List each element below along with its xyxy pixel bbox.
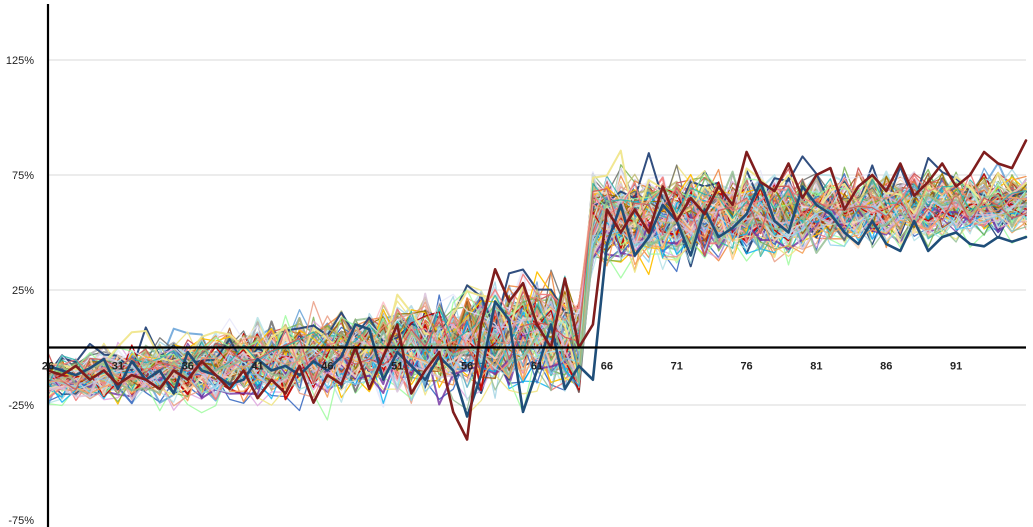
x-tick-label: 91 bbox=[950, 361, 962, 373]
background-series-line bbox=[47, 173, 1027, 384]
x-tick-label: 86 bbox=[880, 361, 892, 373]
highlight-series-group bbox=[46, 139, 1028, 441]
x-tick-label: 26 bbox=[42, 361, 54, 373]
background-series-group bbox=[47, 149, 1027, 421]
background-series-line bbox=[47, 179, 1027, 391]
x-tick-label: 31 bbox=[112, 361, 124, 373]
highlight-series-line-2 bbox=[46, 139, 1028, 441]
highlight-series-line-1 bbox=[46, 180, 1028, 418]
x-tick-label: 61 bbox=[531, 361, 543, 373]
x-tick-label: 56 bbox=[461, 361, 473, 373]
background-series-line bbox=[47, 172, 1027, 373]
x-tick-label: 36 bbox=[182, 361, 194, 373]
background-series-line bbox=[47, 171, 1027, 390]
x-tick-label: 46 bbox=[321, 361, 333, 373]
x-tick-labels: 26 31 36 41 46 51 56 61 66 71 76 81 86 91 bbox=[42, 361, 962, 373]
x-tick-label: 51 bbox=[391, 361, 403, 373]
y-tick-label: -25% bbox=[8, 400, 34, 412]
x-tick-label: 66 bbox=[601, 361, 613, 373]
background-series-line bbox=[47, 179, 1027, 387]
x-tick-label: 71 bbox=[671, 361, 683, 373]
y-tick-label: 125% bbox=[6, 55, 34, 67]
y-tick-label: 25% bbox=[12, 285, 34, 297]
x-tick-label: 81 bbox=[810, 361, 822, 373]
x-tick-label: 41 bbox=[251, 361, 263, 373]
y-tick-labels: 125% 75% 25% -25% -75% bbox=[6, 55, 34, 527]
background-series-line bbox=[47, 190, 1027, 403]
y-tick-label: -75% bbox=[8, 515, 34, 527]
axes bbox=[46, 4, 1026, 527]
x-tick-label: 76 bbox=[740, 361, 752, 373]
background-series-line bbox=[47, 196, 1027, 402]
y-tick-label: 75% bbox=[12, 170, 34, 182]
